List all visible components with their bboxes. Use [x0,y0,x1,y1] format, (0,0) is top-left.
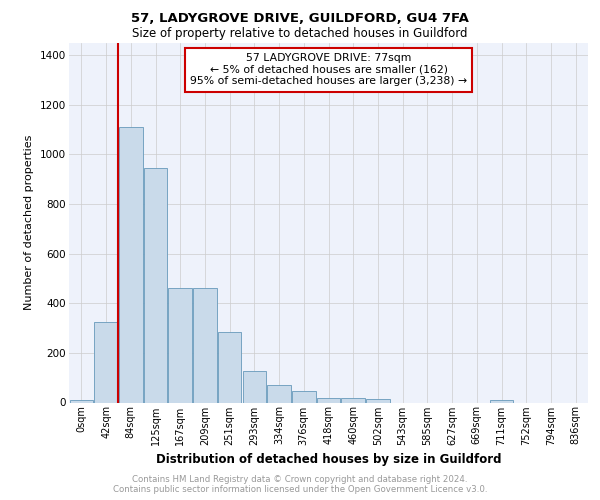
Text: 57, LADYGROVE DRIVE, GUILDFORD, GU4 7FA: 57, LADYGROVE DRIVE, GUILDFORD, GU4 7FA [131,12,469,26]
Bar [268,385,291,402]
Bar [292,392,316,402]
Bar [341,398,365,402]
Bar [94,322,118,402]
Bar [70,400,93,402]
Text: Contains HM Land Registry data © Crown copyright and database right 2024.
Contai: Contains HM Land Registry data © Crown c… [113,474,487,494]
Bar [169,288,192,403]
Bar [193,288,217,403]
Bar [218,332,241,402]
Bar [119,127,143,402]
X-axis label: Distribution of detached houses by size in Guildford: Distribution of detached houses by size … [156,453,501,466]
Y-axis label: Number of detached properties: Number of detached properties [25,135,34,310]
Text: 57 LADYGROVE DRIVE: 77sqm
← 5% of detached houses are smaller (162)
95% of semi-: 57 LADYGROVE DRIVE: 77sqm ← 5% of detach… [190,54,467,86]
Text: Size of property relative to detached houses in Guildford: Size of property relative to detached ho… [132,28,468,40]
Bar [317,398,340,402]
Bar [242,372,266,402]
Bar [490,400,513,402]
Bar [366,399,389,402]
Bar [144,168,167,402]
